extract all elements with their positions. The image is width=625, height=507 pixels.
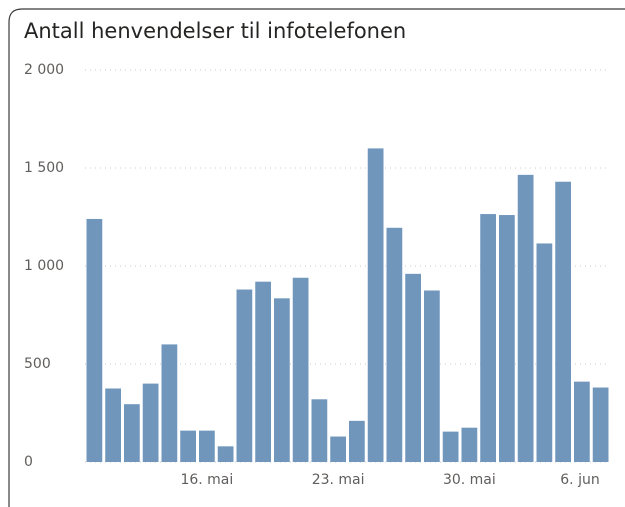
bar [536,243,553,462]
bar [517,174,534,463]
y-tick-label: 0 [24,454,33,470]
bar [124,404,140,462]
bar [574,381,590,462]
bar [217,446,234,462]
bar [105,388,121,462]
bar [480,214,496,462]
bar [592,387,609,462]
bar [442,431,459,462]
bar [499,215,515,462]
bar [255,281,271,462]
bar [349,420,365,462]
bar [405,273,421,462]
bar [161,344,178,462]
y-tick-label: 2 000 [24,62,64,78]
y-tick-label: 1 500 [24,160,64,176]
bar [199,430,215,462]
x-tick-label: 23. mai [312,472,365,488]
bar [274,298,290,462]
bar [292,277,309,462]
y-tick-label: 500 [24,356,51,372]
bar [386,227,403,462]
bar [311,399,328,462]
y-tick-label: 1 000 [24,258,64,274]
x-tick-label: 30. mai [443,472,496,488]
bar [142,383,159,462]
bar [367,148,384,462]
bar [461,427,478,462]
bar [236,289,253,462]
bar [424,290,440,462]
card-border [8,8,625,507]
bar [180,430,196,462]
x-tick-label: 16. mai [180,472,233,488]
x-tick-label: 6. jun [560,472,599,488]
bar [330,436,346,462]
bar [555,181,571,462]
bar [86,218,103,462]
chart-title: Antall henvendelser til infotelefonen [24,19,406,43]
